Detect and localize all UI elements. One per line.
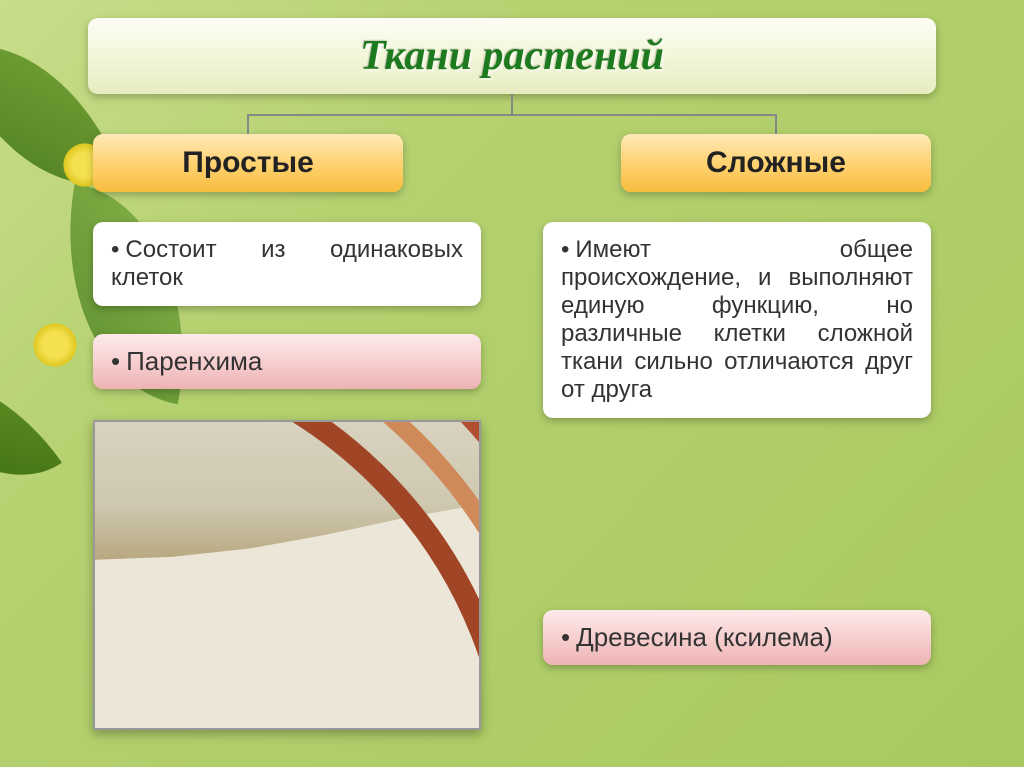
description-simple: Состоит из одинаковых клеток (93, 222, 481, 306)
connector-line (775, 114, 777, 134)
description-complex-text: Имеют общее происхождение, и выполняют е… (561, 236, 913, 403)
microscope-canvas (95, 422, 479, 728)
category-simple-label: Простые (182, 146, 314, 180)
category-complex-box: Сложные (621, 134, 931, 192)
connector-line (511, 94, 513, 114)
example-complex-text: Древесина (ксилема) (561, 622, 833, 652)
description-complex: Имеют общее происхождение, и выполняют е… (543, 222, 931, 418)
main-title-box: Ткани растений (88, 18, 936, 94)
example-simple-box: Паренхима (93, 334, 481, 389)
connector-line (247, 114, 777, 116)
example-simple-text: Паренхима (111, 346, 262, 376)
example-complex-box: Древесина (ксилема) (543, 610, 931, 665)
description-simple-text: Состоит из одинаковых клеток (111, 236, 463, 291)
main-title: Ткани растений (360, 32, 664, 80)
connector-line (247, 114, 249, 134)
microscope-figure (93, 420, 481, 730)
category-simple-box: Простые (93, 134, 403, 192)
category-complex-label: Сложные (706, 146, 846, 180)
